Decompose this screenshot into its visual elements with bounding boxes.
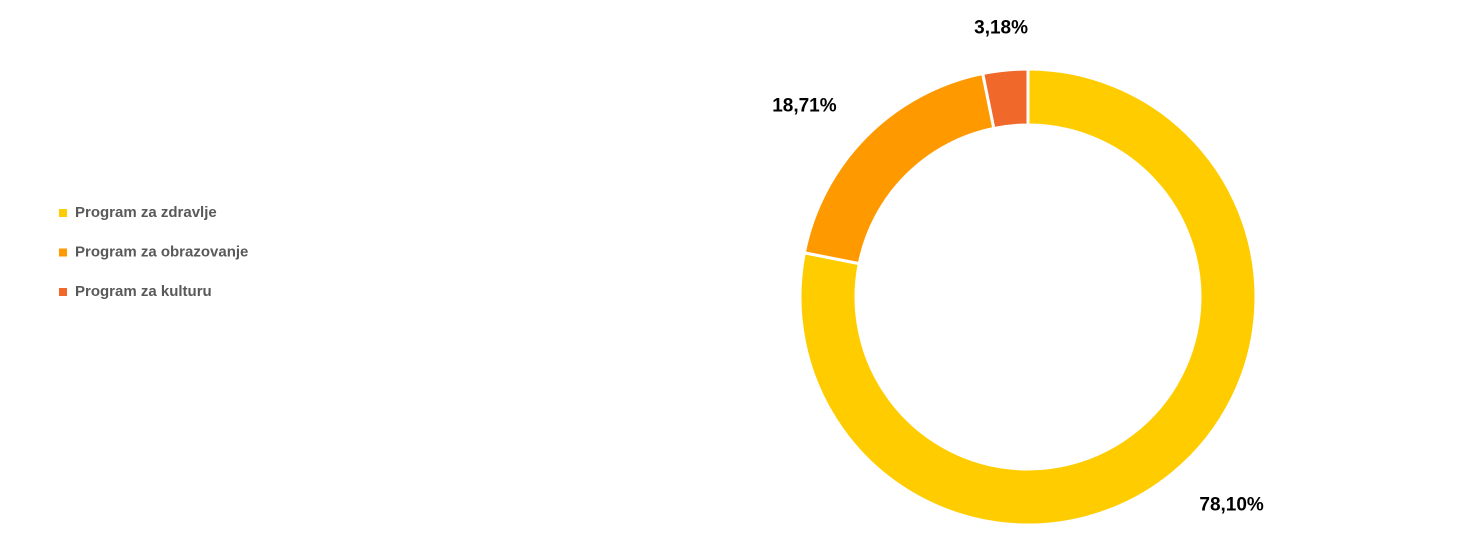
legend-label: Program za zdravlje — [75, 204, 217, 221]
data-label: 78,10% — [1199, 495, 1264, 516]
legend-swatch — [59, 248, 67, 257]
legend-label: Program za kulturu — [75, 283, 212, 300]
donut-slice — [980, 67, 1030, 131]
legend-label: Program za obrazovanje — [75, 243, 248, 260]
data-label: 3,18% — [974, 17, 1028, 38]
donut-slice — [798, 67, 1258, 527]
legend-swatch — [59, 288, 67, 296]
legend-swatch — [59, 209, 67, 217]
data-label: 18,71% — [772, 96, 837, 117]
